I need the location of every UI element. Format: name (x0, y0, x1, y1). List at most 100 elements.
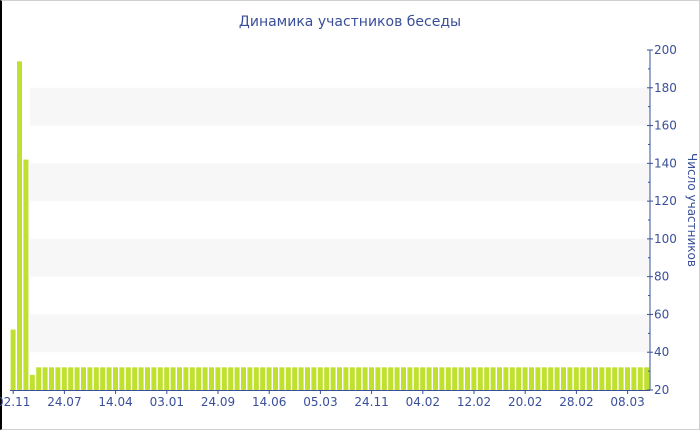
bar (93, 367, 99, 390)
bar (68, 367, 74, 390)
bar (183, 367, 189, 390)
bar (541, 367, 547, 390)
bar (273, 367, 278, 390)
bar (234, 367, 240, 390)
bar (637, 367, 643, 390)
y-tick-label: 160 (654, 119, 677, 133)
bar (125, 367, 131, 390)
bar (285, 367, 291, 390)
bar (157, 367, 163, 390)
x-tick-label: 24.11 (354, 395, 388, 409)
bar (407, 367, 413, 390)
x-tick-label: 20.02 (508, 395, 542, 409)
y-tick-label: 200 (654, 43, 677, 57)
bar (311, 367, 317, 390)
x-tick-label: 14.04 (98, 395, 132, 409)
bar (330, 367, 336, 390)
x-tick-label: 24.09 (201, 395, 235, 409)
bar (516, 367, 522, 390)
bar (202, 367, 208, 390)
bar (593, 367, 598, 390)
grid-band (30, 163, 650, 202)
bar (279, 367, 285, 390)
bar (375, 367, 381, 390)
bar (465, 367, 470, 390)
bar (586, 367, 592, 390)
bar (74, 367, 80, 390)
x-tick-label: 03.01 (150, 395, 184, 409)
y-tick-label: 60 (654, 307, 669, 321)
bar (535, 367, 541, 390)
bar (151, 367, 157, 390)
bar (228, 367, 234, 390)
bar (17, 61, 22, 390)
bar (292, 367, 298, 390)
bar (324, 367, 330, 390)
bar (10, 329, 16, 390)
bar (369, 367, 374, 390)
bar (260, 367, 266, 390)
chart-title: Динамика участников беседы (238, 14, 462, 30)
bar (356, 367, 362, 390)
bar (509, 367, 515, 390)
bar (452, 367, 458, 390)
bar (23, 159, 29, 390)
bar (42, 367, 48, 390)
x-tick-label: 02.11 (0, 395, 30, 409)
bar (298, 367, 304, 390)
bar (605, 367, 611, 390)
bar (49, 367, 54, 390)
grid-band (30, 238, 650, 277)
bar (484, 367, 490, 390)
bar (458, 367, 464, 390)
bar (106, 367, 112, 390)
bar (471, 367, 477, 390)
bar (554, 367, 560, 390)
bar (362, 367, 368, 390)
y-tick-label: 140 (654, 156, 677, 170)
y-tick-label: 180 (654, 81, 677, 95)
bar (433, 367, 438, 390)
bar (394, 367, 400, 390)
bar (55, 367, 61, 390)
bar (580, 367, 586, 390)
bar (247, 367, 253, 390)
x-tick-label: 24.07 (47, 395, 81, 409)
bar (497, 367, 502, 390)
bar (177, 367, 182, 390)
x-tick-label: 04.02 (406, 395, 440, 409)
bar (266, 367, 272, 390)
bar (164, 367, 170, 390)
x-tick-label: 05.03 (303, 395, 337, 409)
bar (420, 367, 426, 390)
x-tick-label: 28.02 (559, 395, 593, 409)
bar (561, 367, 566, 390)
bar (305, 367, 310, 390)
bar (612, 367, 618, 390)
bar (170, 367, 176, 390)
bar (119, 367, 125, 390)
bar (426, 367, 432, 390)
y-axis-title: Число участников (685, 153, 699, 267)
bar (439, 367, 445, 390)
bar (381, 367, 387, 390)
bar (132, 367, 138, 390)
bar (490, 367, 496, 390)
bar (241, 367, 246, 390)
bar (349, 367, 355, 390)
bar (61, 367, 67, 390)
bar (599, 367, 605, 390)
bar (548, 367, 554, 390)
bar (81, 367, 86, 390)
grid-band (30, 314, 650, 353)
bar (445, 367, 451, 390)
bar (625, 367, 630, 390)
bar (36, 367, 42, 390)
x-tick-label: 12.02 (457, 395, 491, 409)
bar (529, 367, 534, 390)
bar (189, 367, 195, 390)
bar (388, 367, 394, 390)
bar (477, 367, 483, 390)
y-tick-label: 40 (654, 345, 669, 359)
